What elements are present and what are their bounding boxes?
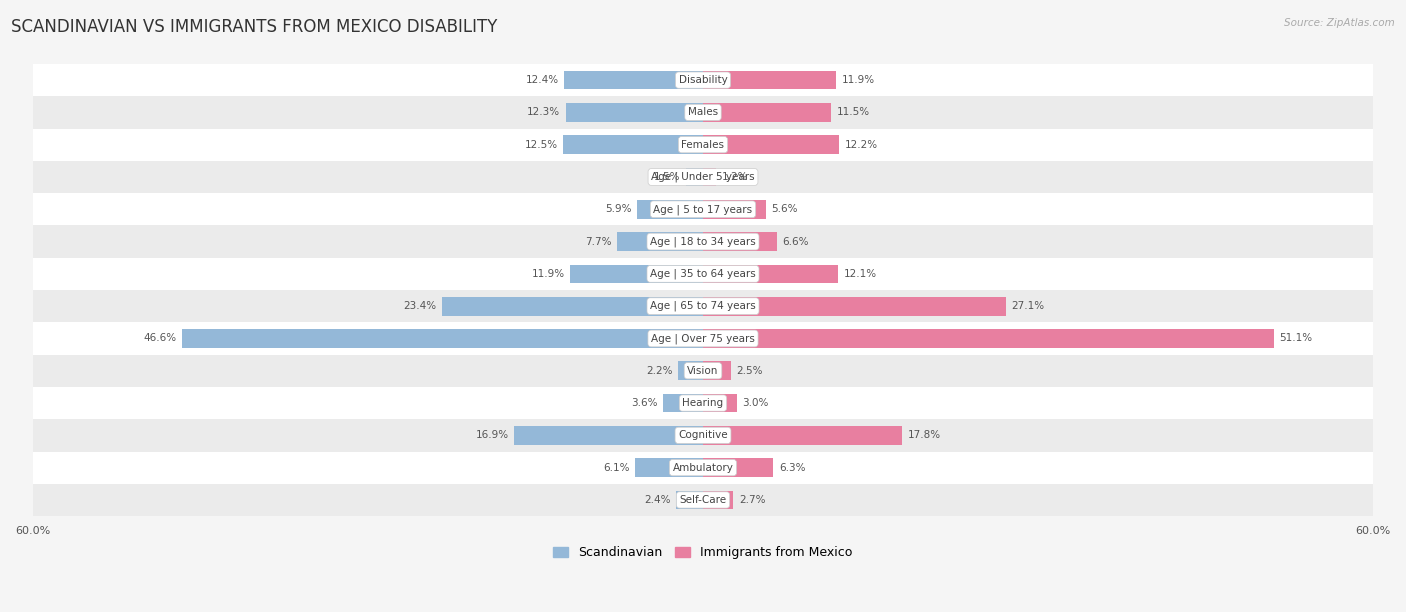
Text: Self-Care: Self-Care — [679, 495, 727, 505]
Text: 2.2%: 2.2% — [647, 366, 673, 376]
Bar — [32, 258, 1374, 290]
Text: 1.5%: 1.5% — [654, 172, 681, 182]
Text: Disability: Disability — [679, 75, 727, 85]
Bar — [32, 484, 1374, 516]
Bar — [32, 161, 1374, 193]
Text: 11.5%: 11.5% — [837, 107, 870, 118]
Text: Females: Females — [682, 140, 724, 150]
Bar — [703, 362, 731, 380]
Text: 6.3%: 6.3% — [779, 463, 806, 472]
Bar — [32, 387, 1374, 419]
Text: 51.1%: 51.1% — [1279, 334, 1313, 343]
Text: Age | 35 to 64 years: Age | 35 to 64 years — [650, 269, 756, 279]
Bar — [32, 290, 1374, 323]
Bar — [686, 168, 703, 187]
Bar — [703, 458, 773, 477]
Bar — [703, 329, 1274, 348]
Bar — [32, 354, 1374, 387]
Text: 23.4%: 23.4% — [404, 301, 436, 311]
Bar — [32, 193, 1374, 225]
Bar — [32, 129, 1374, 161]
Text: 27.1%: 27.1% — [1011, 301, 1045, 311]
Bar — [703, 168, 717, 187]
Bar — [679, 362, 703, 380]
Text: Hearing: Hearing — [682, 398, 724, 408]
Text: 5.9%: 5.9% — [605, 204, 631, 214]
Bar — [703, 491, 733, 509]
Text: 17.8%: 17.8% — [907, 430, 941, 441]
Bar — [183, 329, 703, 348]
Bar — [637, 200, 703, 218]
Text: 3.6%: 3.6% — [631, 398, 657, 408]
Text: 2.4%: 2.4% — [644, 495, 671, 505]
Text: 1.2%: 1.2% — [723, 172, 748, 182]
Bar — [617, 232, 703, 251]
Text: Age | 18 to 34 years: Age | 18 to 34 years — [650, 236, 756, 247]
Text: 12.3%: 12.3% — [527, 107, 560, 118]
Text: 11.9%: 11.9% — [842, 75, 875, 85]
Text: 12.2%: 12.2% — [845, 140, 877, 150]
Bar — [32, 96, 1374, 129]
Text: 12.1%: 12.1% — [844, 269, 877, 279]
Bar — [564, 135, 703, 154]
Text: 2.5%: 2.5% — [737, 366, 763, 376]
Text: 12.5%: 12.5% — [524, 140, 558, 150]
Bar — [703, 103, 831, 122]
Text: 6.6%: 6.6% — [782, 237, 808, 247]
Bar — [703, 71, 837, 89]
Bar — [441, 297, 703, 316]
Text: 16.9%: 16.9% — [475, 430, 509, 441]
Bar — [564, 71, 703, 89]
Bar — [515, 426, 703, 445]
Bar — [703, 135, 839, 154]
Text: 12.4%: 12.4% — [526, 75, 558, 85]
Bar — [565, 103, 703, 122]
Text: Source: ZipAtlas.com: Source: ZipAtlas.com — [1284, 18, 1395, 28]
Bar — [703, 200, 766, 218]
Text: Cognitive: Cognitive — [678, 430, 728, 441]
Text: 6.1%: 6.1% — [603, 463, 630, 472]
Text: Age | 5 to 17 years: Age | 5 to 17 years — [654, 204, 752, 215]
Bar — [703, 394, 737, 412]
Bar — [703, 297, 1005, 316]
Text: Vision: Vision — [688, 366, 718, 376]
Bar — [32, 323, 1374, 354]
Bar — [569, 264, 703, 283]
Text: Age | Over 75 years: Age | Over 75 years — [651, 333, 755, 344]
Text: Males: Males — [688, 107, 718, 118]
Text: Age | 65 to 74 years: Age | 65 to 74 years — [650, 301, 756, 312]
Bar — [32, 64, 1374, 96]
Text: Ambulatory: Ambulatory — [672, 463, 734, 472]
Text: 2.7%: 2.7% — [738, 495, 765, 505]
Text: Age | Under 5 years: Age | Under 5 years — [651, 172, 755, 182]
Text: SCANDINAVIAN VS IMMIGRANTS FROM MEXICO DISABILITY: SCANDINAVIAN VS IMMIGRANTS FROM MEXICO D… — [11, 18, 498, 36]
Text: 3.0%: 3.0% — [742, 398, 769, 408]
Bar — [703, 426, 901, 445]
Bar — [32, 225, 1374, 258]
Bar — [662, 394, 703, 412]
Text: 7.7%: 7.7% — [585, 237, 612, 247]
Text: 46.6%: 46.6% — [143, 334, 177, 343]
Legend: Scandinavian, Immigrants from Mexico: Scandinavian, Immigrants from Mexico — [548, 541, 858, 564]
Text: 11.9%: 11.9% — [531, 269, 564, 279]
Bar — [703, 264, 838, 283]
Bar — [32, 419, 1374, 452]
Bar — [636, 458, 703, 477]
Text: 5.6%: 5.6% — [770, 204, 797, 214]
Bar — [676, 491, 703, 509]
Bar — [32, 452, 1374, 484]
Bar — [703, 232, 776, 251]
